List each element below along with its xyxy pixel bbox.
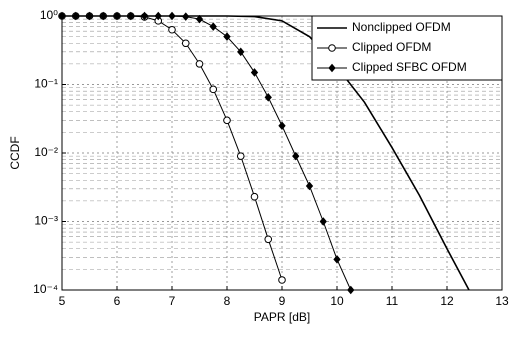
marker bbox=[72, 11, 80, 21]
marker bbox=[223, 32, 231, 41]
x-tick-label: 8 bbox=[224, 294, 231, 308]
marker bbox=[181, 39, 190, 48]
x-tick-label: 11 bbox=[386, 294, 399, 308]
marker bbox=[292, 151, 300, 161]
legend-label: Nonclipped OFDM bbox=[352, 20, 451, 34]
marker bbox=[85, 11, 94, 21]
marker bbox=[278, 121, 286, 131]
marker bbox=[209, 22, 217, 31]
marker bbox=[182, 12, 190, 21]
marker bbox=[140, 11, 149, 21]
marker bbox=[264, 235, 273, 244]
x-tick-label: 6 bbox=[114, 294, 121, 308]
marker bbox=[237, 47, 245, 57]
marker bbox=[250, 192, 259, 201]
x-tick-label: 13 bbox=[495, 294, 509, 308]
marker bbox=[236, 152, 245, 160]
y-axis-label: CCDF bbox=[8, 136, 22, 169]
marker bbox=[264, 93, 272, 102]
plot-frame bbox=[61, 15, 503, 291]
x-axis-label: PAPR [dB] bbox=[254, 310, 310, 324]
x-tick-label: 12 bbox=[440, 294, 454, 308]
marker bbox=[278, 276, 286, 284]
marker bbox=[195, 60, 204, 68]
legend-label: Clipped OFDM bbox=[352, 40, 431, 54]
marker bbox=[127, 11, 135, 21]
x-tick-label: 5 bbox=[59, 294, 66, 308]
marker bbox=[99, 11, 107, 21]
marker bbox=[113, 11, 121, 21]
series-line bbox=[62, 15, 352, 291]
legend-marker bbox=[328, 44, 336, 52]
y-tick-label: 10⁻¹ bbox=[34, 77, 58, 91]
marker bbox=[305, 181, 314, 191]
marker bbox=[250, 68, 259, 77]
x-tick-label: 7 bbox=[169, 294, 176, 308]
marker bbox=[319, 217, 327, 226]
marker bbox=[168, 11, 176, 21]
marker bbox=[347, 285, 355, 295]
legend-label: Clipped SFBC OFDM bbox=[352, 60, 467, 74]
x-tick-label: 9 bbox=[279, 294, 286, 308]
marker bbox=[209, 85, 218, 94]
marker bbox=[154, 11, 162, 21]
y-tick-label: 10⁻⁴ bbox=[33, 282, 58, 296]
x-tick-label: 10 bbox=[330, 294, 344, 308]
y-tick-label: 10⁻³ bbox=[34, 214, 58, 228]
legend-marker bbox=[328, 63, 336, 73]
y-tick-label: 10⁻² bbox=[34, 145, 58, 159]
marker bbox=[223, 116, 231, 125]
marker bbox=[168, 25, 176, 34]
y-tick-label: 10⁰ bbox=[40, 8, 58, 22]
marker bbox=[195, 14, 204, 24]
marker bbox=[58, 11, 66, 21]
marker bbox=[333, 255, 341, 264]
